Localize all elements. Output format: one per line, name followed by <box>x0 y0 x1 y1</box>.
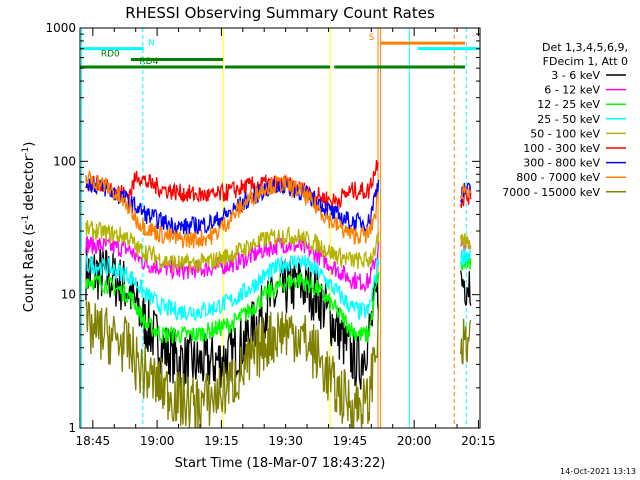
series-line-8-0 <box>85 300 380 428</box>
y-tick-label-0: 1 <box>68 421 76 435</box>
series-line-2-0 <box>85 272 380 344</box>
series-line-4-1 <box>460 233 472 250</box>
legend-label-1: 6 - 12 keV <box>544 84 600 97</box>
x-tick-label-3: 19:30 <box>268 434 303 448</box>
x-tick-label-1: 19:00 <box>140 434 175 448</box>
legend-label-5: 100 - 300 keV <box>523 142 600 155</box>
y-axis-label: Count Rate (s-1 detector-1) <box>21 142 37 313</box>
flag-label-1: N <box>148 39 155 49</box>
x-tick-label-0: 18:45 <box>76 434 111 448</box>
legend: Det 1,3,4,5,6,9, FDecim 1, Att 0 3 - 6 k… <box>502 41 628 199</box>
legend-label-0: 3 - 6 keV <box>551 69 600 82</box>
series-line-4-0 <box>85 220 380 274</box>
x-tick-label-2: 19:15 <box>204 434 239 448</box>
series-line-7-0 <box>85 169 380 249</box>
legend-label-6: 300 - 800 keV <box>523 157 600 170</box>
y-tick-label-2: 100 <box>53 154 76 168</box>
plot-frame <box>79 27 481 429</box>
x-tick-label-6: 20:15 <box>461 434 496 448</box>
legend-label-7: 800 - 7000 keV <box>516 171 600 184</box>
y-tick-label-1: 10 <box>61 288 76 302</box>
x-tick-label-5: 20:00 <box>397 434 432 448</box>
series-line-5-0 <box>85 159 380 210</box>
series-line-0-1 <box>460 270 472 307</box>
series-line-3-1 <box>460 248 472 266</box>
y-tick-label-3: 1000 <box>45 21 76 35</box>
legend-label-2: 12 - 25 keV <box>537 98 600 111</box>
series-line-8-1 <box>460 318 472 365</box>
flag-label-4: S <box>369 33 375 43</box>
series-line-7-1 <box>460 184 472 199</box>
x-tick-label-4: 19:45 <box>333 434 368 448</box>
legend-label-8: 7000 - 15000 keV <box>502 186 600 199</box>
x-axis-label: Start Time (18-Mar-07 18:43:22) <box>175 456 386 471</box>
chart-title: RHESSI Observing Summary Count Rates <box>125 4 435 22</box>
legend-header-line-2: FDecim 1, Att 0 <box>543 55 628 68</box>
flag-label-3: RD4 <box>139 57 158 67</box>
legend-label-3: 25 - 50 keV <box>537 113 600 126</box>
legend-header-line-1: Det 1,3,4,5,6,9, <box>542 41 628 54</box>
footer-timestamp: 14-Oct-2021 13:13 <box>560 467 636 476</box>
flag-label-2: RD0 <box>101 50 120 60</box>
plot-area <box>80 28 480 428</box>
series-line-3-0 <box>85 255 380 323</box>
legend-label-4: 50 - 100 keV <box>530 127 600 140</box>
